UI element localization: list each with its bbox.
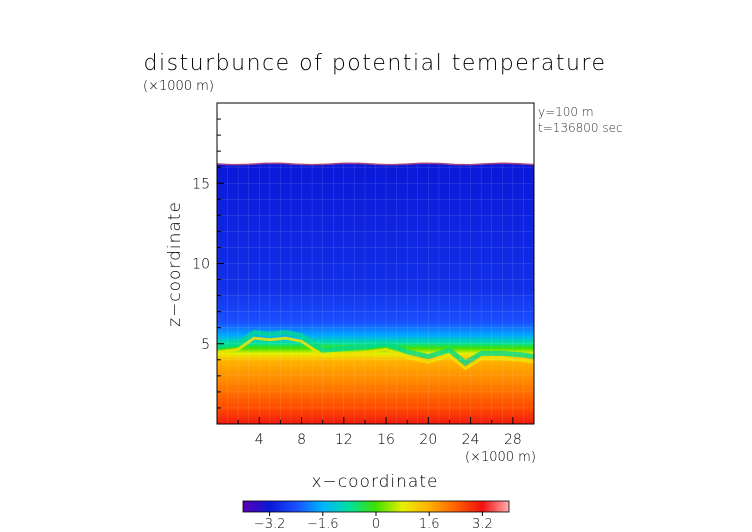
y-axis-label: z−coordinate [165,201,185,327]
x-tick-label: 16 [377,432,395,448]
colorbar-tick-label: 0 [372,517,380,532]
z-unit-label: (×1000 m) [143,79,214,94]
colorbar-tick-label: −1.6 [307,517,339,532]
y-tick-label: 10 [192,257,210,273]
x-tick-label: 28 [504,432,522,448]
x-tick-label: 8 [297,432,306,448]
x-tick-label: 24 [462,432,480,448]
x-tick-label: 12 [335,432,353,448]
colorbar [242,500,510,513]
y-tick-label: 5 [201,337,210,353]
plot-area [217,162,534,424]
x-unit-label: (×1000 m) [465,450,536,465]
top-edge [217,162,534,166]
chart-title: disturbunce of potential temperature [144,51,607,76]
x-tick-label: 20 [419,432,437,448]
colorbar-tick-label: −3.2 [254,517,286,532]
colorbar-tick-label: 3.2 [472,517,493,532]
gridlines [217,163,534,424]
annotation-t: t=136800 sec [538,121,623,135]
x-axis-label: x−coordinate [312,472,439,492]
y-axis: 5 10 15 [192,118,224,409]
colorbar-ticks: −3.2 −1.6 0 1.6 3.2 [254,512,493,532]
x-tick-label: 4 [255,432,264,448]
interface-yellow [217,336,534,371]
interface-band [217,329,534,367]
annotation-y: y=100 m [538,105,594,119]
x-axis: 4 8 12 16 20 24 28 [237,417,522,448]
colorbar-tick-label: 1.6 [419,517,440,532]
y-tick-label: 15 [192,176,210,192]
